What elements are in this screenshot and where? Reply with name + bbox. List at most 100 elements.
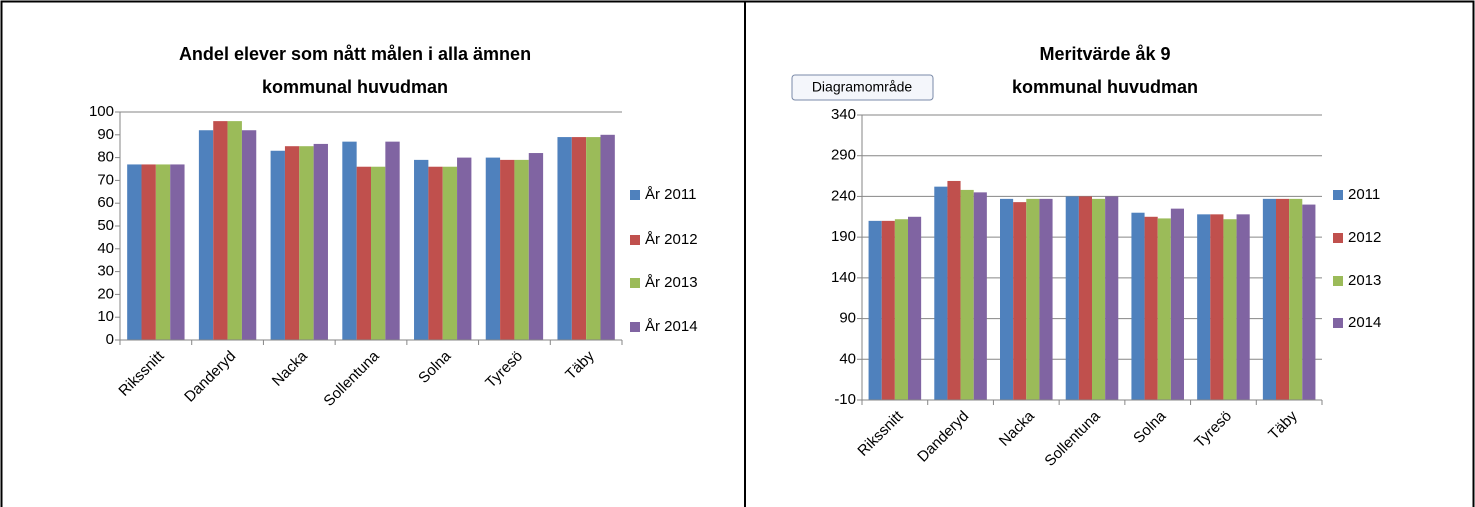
bar — [414, 159, 429, 340]
chart-title: Meritvärde åk 9 — [1039, 44, 1170, 64]
y-tick-label: 30 — [97, 263, 114, 280]
x-tick-label: Tyresö — [1191, 408, 1235, 452]
y-tick-label: 190 — [831, 228, 856, 245]
legend-swatch — [1333, 276, 1343, 286]
bar — [356, 166, 371, 340]
chart-title: Andel elever som nått målen i alla ämnen — [179, 44, 531, 64]
legend-swatch — [630, 322, 640, 332]
y-tick-label: -10 — [834, 391, 856, 408]
bar — [213, 121, 228, 341]
y-tick-label: 20 — [97, 285, 114, 302]
legend-swatch — [630, 190, 640, 200]
bar — [881, 220, 895, 400]
y-tick-label: 90 — [839, 310, 856, 327]
legend-label: 2012 — [1348, 229, 1381, 246]
bar — [600, 134, 615, 340]
bar — [894, 219, 908, 400]
bar — [428, 166, 443, 340]
bar — [1039, 198, 1053, 400]
bar — [908, 216, 922, 400]
bar — [270, 150, 285, 340]
bar — [1065, 196, 1079, 400]
y-tick-label: 70 — [97, 171, 114, 188]
bar — [1078, 196, 1092, 400]
y-tick-label: 340 — [831, 106, 856, 123]
bar — [1131, 212, 1145, 400]
bar — [141, 164, 156, 340]
chart-subtitle: kommunal huvudman — [1012, 77, 1198, 97]
legend-label: 2011 — [1348, 186, 1380, 203]
x-tick-label: Tyresö — [482, 348, 526, 392]
bar — [1289, 198, 1303, 400]
x-tick-label: Danderyd — [914, 408, 972, 466]
bar — [1026, 198, 1040, 400]
bar — [342, 141, 357, 340]
bar — [170, 164, 185, 340]
bar — [1013, 202, 1027, 400]
y-tick-label: 0 — [106, 331, 114, 348]
y-tick-label: 50 — [97, 217, 114, 234]
x-tick-label: Täby — [562, 347, 598, 383]
bar — [198, 130, 214, 340]
bar — [973, 192, 987, 400]
x-tick-label: Rikssnitt — [854, 407, 907, 460]
bar — [1170, 208, 1184, 400]
legend-label: 2013 — [1348, 272, 1381, 289]
bar — [514, 159, 529, 340]
y-tick-label: 100 — [89, 103, 114, 120]
bar — [227, 121, 242, 341]
bar — [241, 130, 257, 340]
bar — [1236, 214, 1250, 400]
bar — [500, 159, 515, 340]
bar — [385, 141, 400, 340]
bar — [960, 189, 974, 400]
bar — [1262, 198, 1276, 400]
y-tick-label: 80 — [97, 149, 114, 166]
x-tick-label: Sollentuna — [320, 347, 383, 410]
tooltip: Diagramområde — [812, 79, 913, 95]
bar — [528, 153, 544, 340]
legend-label: År 2012 — [645, 231, 698, 248]
bar — [371, 166, 386, 340]
bar — [557, 137, 572, 340]
bar — [1276, 198, 1290, 400]
bar — [457, 157, 472, 340]
x-tick-label: Sollentuna — [1041, 407, 1104, 470]
bar — [1144, 216, 1158, 400]
legend-swatch — [1333, 318, 1343, 328]
legend-label: År 2011 — [645, 186, 696, 203]
legend-swatch — [630, 235, 640, 245]
bar — [1000, 198, 1014, 400]
bar — [155, 164, 171, 340]
x-tick-label: Solna — [415, 347, 455, 387]
x-tick-label: Rikssnitt — [115, 347, 168, 400]
bar — [313, 143, 328, 340]
bar — [571, 137, 587, 340]
bar — [299, 146, 314, 340]
legend-label: År 2013 — [645, 274, 698, 291]
y-tick-label: 60 — [97, 194, 114, 211]
legend-swatch — [630, 278, 640, 288]
y-tick-label: 40 — [839, 350, 856, 367]
tooltip-box — [791, 74, 934, 101]
bar — [1157, 218, 1171, 400]
legend-label: 2014 — [1348, 314, 1381, 331]
bar — [127, 164, 142, 340]
bar — [1092, 198, 1106, 400]
x-tick-label: Täby — [1265, 407, 1301, 443]
bar — [1302, 204, 1316, 400]
x-tick-label: Danderyd — [181, 348, 239, 406]
bar — [934, 186, 948, 400]
y-tick-label: 240 — [831, 187, 856, 204]
y-tick-label: 90 — [97, 126, 114, 143]
bar — [1210, 214, 1224, 400]
y-tick-label: 10 — [97, 308, 114, 325]
bar — [485, 157, 501, 340]
x-tick-label: Nacka — [996, 407, 1039, 450]
bar — [442, 166, 458, 340]
bar — [1105, 196, 1119, 400]
bar — [1223, 219, 1237, 400]
chart-subtitle: kommunal huvudman — [262, 77, 448, 97]
